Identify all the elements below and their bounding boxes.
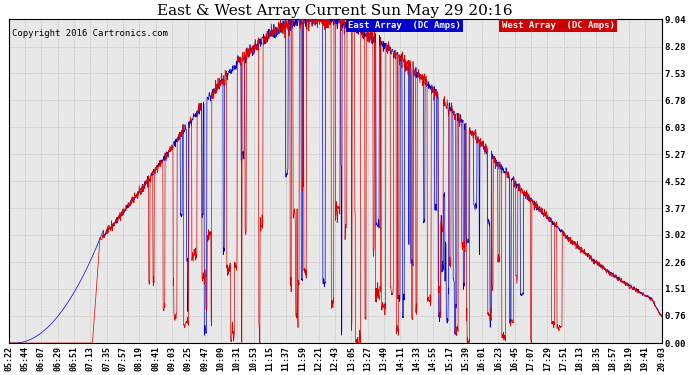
Text: West Array  (DC Amps): West Array (DC Amps)	[502, 21, 615, 30]
Text: East Array  (DC Amps): East Array (DC Amps)	[348, 21, 461, 30]
Title: East & West Array Current Sun May 29 20:16: East & West Array Current Sun May 29 20:…	[157, 4, 513, 18]
Text: Copyright 2016 Cartronics.com: Copyright 2016 Cartronics.com	[12, 29, 168, 38]
